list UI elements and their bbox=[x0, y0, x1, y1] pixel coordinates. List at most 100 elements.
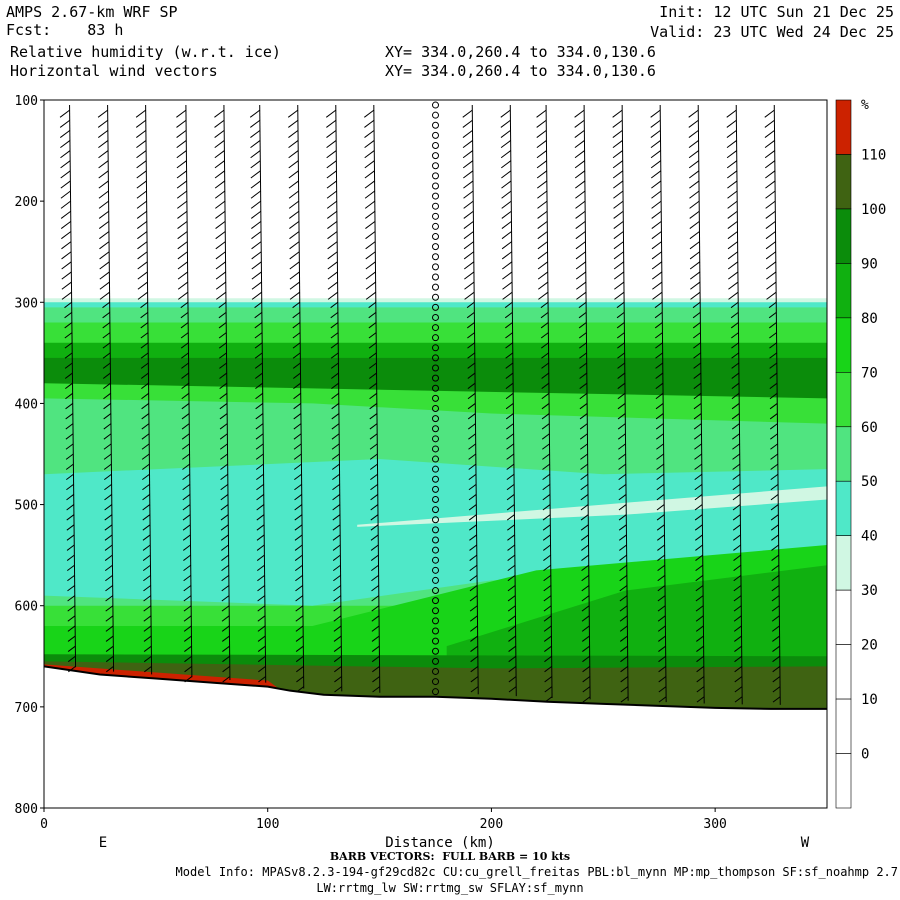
barb-flag bbox=[103, 403, 112, 410]
barb-flag bbox=[98, 170, 109, 179]
calm-circle bbox=[432, 688, 439, 696]
barb-flag bbox=[507, 585, 516, 592]
barb-flag bbox=[332, 514, 341, 521]
barb-flag bbox=[507, 554, 516, 561]
barb-flag bbox=[540, 332, 549, 339]
barb-flag bbox=[176, 150, 187, 159]
barb-flag bbox=[580, 483, 589, 491]
barb-flag bbox=[176, 109, 187, 118]
barb-flag bbox=[215, 241, 226, 250]
barb-flag bbox=[295, 655, 304, 663]
barb-flag bbox=[370, 483, 378, 491]
barb-flag bbox=[467, 352, 476, 359]
barb-flag bbox=[99, 241, 110, 250]
barb-flag bbox=[103, 382, 111, 390]
barb-flag bbox=[462, 150, 474, 159]
barb-flag bbox=[771, 615, 780, 622]
barb-flag bbox=[182, 453, 190, 460]
barb-flag bbox=[579, 362, 588, 369]
colorbar-level-label: 50 bbox=[861, 474, 878, 490]
barb-flag bbox=[255, 392, 264, 400]
barb-flag bbox=[371, 655, 380, 663]
barb-flag bbox=[651, 180, 662, 189]
barb-shaft bbox=[373, 105, 381, 693]
barb-flag bbox=[103, 453, 112, 460]
barb-flag bbox=[327, 210, 338, 219]
init-time: Init: 12 UTC Sun 21 Dec 25 bbox=[659, 3, 894, 21]
colorbar-swatch bbox=[835, 208, 852, 264]
calm-circle bbox=[432, 667, 439, 675]
barb-flag bbox=[612, 140, 623, 149]
calm-circle bbox=[432, 587, 439, 595]
barb-shaft bbox=[335, 105, 343, 692]
barb-flag bbox=[502, 261, 513, 270]
barb-flag bbox=[688, 150, 699, 159]
barb-flag bbox=[618, 494, 627, 501]
barb-flag bbox=[255, 423, 264, 430]
barb-flag bbox=[507, 615, 516, 622]
barb-flag bbox=[501, 231, 512, 240]
barb-flag bbox=[61, 231, 72, 240]
barb-flag bbox=[65, 423, 74, 430]
barb-flag bbox=[651, 190, 662, 199]
barb-flag bbox=[180, 322, 189, 329]
barb-flag bbox=[251, 220, 262, 229]
barb-flag bbox=[370, 544, 379, 551]
barb-flag bbox=[326, 180, 337, 189]
calm-circle bbox=[432, 526, 439, 534]
barb-flag bbox=[181, 372, 190, 379]
barb-flag bbox=[257, 645, 266, 652]
barb-flag bbox=[330, 362, 339, 369]
barb-flag bbox=[258, 666, 266, 673]
barb-flag bbox=[542, 514, 551, 521]
barb-flag bbox=[694, 433, 702, 440]
barb-shaft bbox=[773, 105, 781, 705]
barb-flag bbox=[258, 676, 266, 683]
barb-flag bbox=[693, 413, 702, 420]
barb-flag bbox=[184, 655, 192, 663]
barb-flag bbox=[220, 463, 228, 470]
barb-flag bbox=[769, 382, 778, 390]
x-tick-label: 0 bbox=[40, 817, 48, 832]
barb-flag bbox=[141, 423, 150, 430]
barb-flag bbox=[331, 433, 340, 440]
barb-flag bbox=[581, 615, 590, 622]
barb-flag bbox=[371, 605, 380, 612]
barb-flag bbox=[726, 140, 737, 149]
barb-flag bbox=[103, 463, 112, 470]
barb-flag bbox=[689, 200, 700, 209]
barb-flag bbox=[657, 574, 666, 582]
barb-flag bbox=[369, 372, 377, 379]
barb-flag bbox=[500, 160, 512, 169]
barb-flag bbox=[544, 676, 553, 683]
barb-flag bbox=[332, 524, 341, 531]
barb-flag bbox=[537, 261, 548, 270]
barb-flag bbox=[104, 524, 113, 531]
barb-flag bbox=[254, 301, 263, 309]
barb-flag bbox=[222, 655, 230, 663]
barb-flag bbox=[618, 534, 627, 541]
colorbar-level-label: 20 bbox=[861, 638, 878, 654]
barb-flag bbox=[218, 322, 227, 329]
barb-flag bbox=[106, 666, 114, 673]
barb-flag bbox=[542, 483, 551, 491]
barb-flag bbox=[655, 342, 663, 349]
barb-flag bbox=[694, 494, 703, 501]
barb-flag bbox=[734, 666, 743, 673]
barb-flag bbox=[220, 453, 228, 460]
barb-flag bbox=[620, 666, 629, 673]
calm-circle bbox=[432, 384, 439, 392]
barb-flag bbox=[250, 129, 261, 138]
barb-flag bbox=[99, 231, 110, 240]
barb-flag bbox=[294, 554, 303, 561]
barb-flag bbox=[726, 129, 737, 138]
barb-flag bbox=[65, 453, 74, 460]
barb-flag bbox=[137, 261, 148, 270]
barb-flag bbox=[289, 281, 300, 290]
barb-flag bbox=[462, 119, 473, 128]
barb-flag bbox=[770, 514, 779, 521]
barb-flag bbox=[766, 281, 777, 290]
barb-flag bbox=[692, 301, 701, 309]
barb-shaft bbox=[509, 105, 517, 697]
calm-circle bbox=[432, 354, 439, 362]
